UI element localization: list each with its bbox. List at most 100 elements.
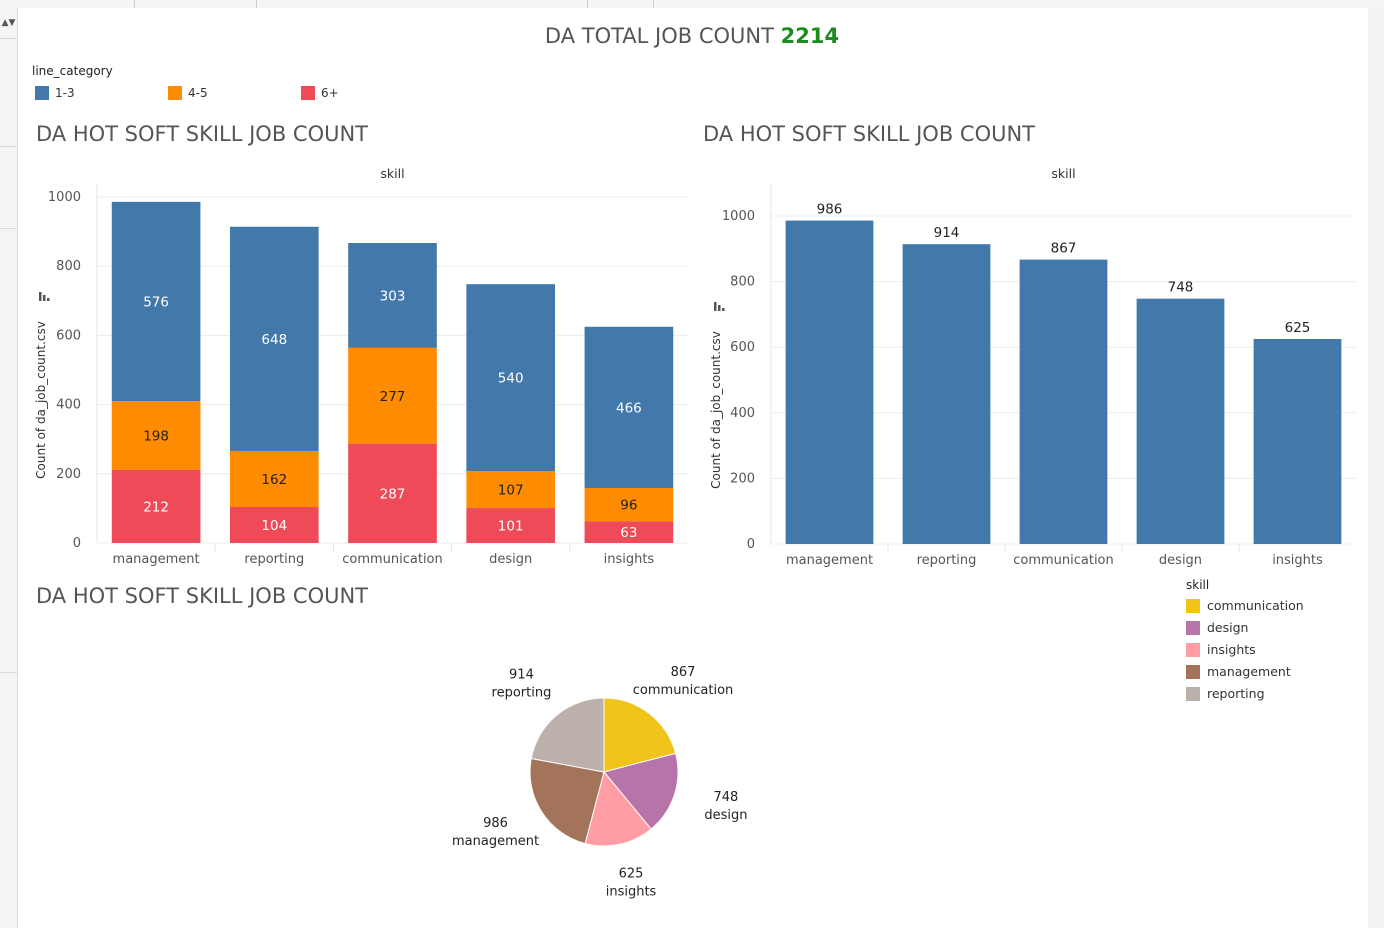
bar-segment (348, 347, 437, 444)
x-tick-label: insights (604, 552, 655, 567)
pie-slice (584, 770, 652, 847)
bar (1019, 259, 1108, 544)
pie-slice (603, 697, 677, 773)
sort-icon-bar (718, 305, 721, 311)
legend-label: management (1207, 664, 1291, 679)
right-gutter (1368, 8, 1384, 928)
bar (1253, 339, 1342, 544)
bar-segment (229, 450, 319, 508)
y-tick-label: 200 (56, 467, 81, 482)
y-tick-label: 400 (730, 406, 755, 421)
bar-segment (584, 326, 674, 488)
legend-label: 1-3 (55, 86, 75, 100)
left-rail: ▲▼ (0, 0, 18, 928)
bar-segment (466, 471, 556, 509)
legend-item-insights[interactable]: insights (1186, 642, 1304, 664)
bar (902, 244, 991, 544)
legend-item-reporting[interactable]: reporting (1186, 686, 1304, 708)
legend-title: line_category (32, 64, 113, 78)
pie-category-label: reporting (492, 685, 552, 700)
column-header-label: skill (1051, 166, 1075, 181)
legend-label: 6+ (321, 86, 339, 100)
tab-divider (134, 0, 135, 8)
bar (785, 220, 874, 545)
tab-divider (653, 0, 654, 8)
bar-segment (584, 521, 674, 543)
legend-swatch (1186, 643, 1200, 657)
x-tick-label: insights (1272, 553, 1323, 568)
pie-slice (530, 697, 605, 773)
bar-segment (111, 469, 201, 543)
y-tick-label: 200 (730, 471, 755, 486)
data-label: 466 (616, 400, 642, 416)
data-label: 277 (380, 389, 406, 405)
legend-swatch (1186, 687, 1200, 701)
y-tick-label: 0 (73, 536, 81, 551)
data-label: 648 (261, 332, 287, 348)
data-label: 212 (143, 499, 169, 515)
sort-icon (39, 292, 50, 301)
pie-chart: 867 communication 748 design 625 insights 986 m… (452, 665, 747, 900)
x-tick-label: design (489, 552, 532, 567)
legend-label: 4-5 (188, 86, 208, 100)
data-label: 625 (1285, 320, 1311, 336)
legend-item-4-5[interactable]: 4-5 (168, 86, 208, 100)
y-tick-label: 400 (56, 398, 81, 413)
bar-segment (584, 487, 674, 522)
bar-chart-title: DA HOT SOFT SKILL JOB COUNT (703, 122, 1036, 146)
legend-item-1-3[interactable]: 1-3 (35, 86, 75, 100)
legend-item-design[interactable]: design (1186, 620, 1304, 642)
data-label: 540 (498, 371, 524, 387)
x-tick-label: reporting (244, 552, 304, 567)
y-tick-label: 1000 (722, 209, 755, 224)
data-label: 96 (620, 498, 637, 514)
data-label: 576 (143, 294, 169, 310)
bar-segment (229, 507, 319, 543)
legend-item-6-plus[interactable]: 6+ (301, 86, 339, 100)
total-job-count: 2214 (780, 24, 840, 48)
pie-category-label: insights (606, 884, 657, 899)
y-tick-label: 0 (747, 537, 755, 552)
pie-category-label: design (704, 808, 747, 823)
y-axis-title: Count of da_job_count.csv (34, 321, 48, 479)
rail-divider (0, 672, 17, 673)
legend-item-management[interactable]: management (1186, 664, 1304, 686)
legend-label: design (1207, 620, 1249, 635)
bar-segment (111, 401, 201, 470)
tab-divider (587, 0, 588, 8)
data-label: 914 (934, 225, 960, 241)
data-label: 867 (1051, 241, 1077, 257)
tab-strip (17, 0, 1384, 8)
data-label: 63 (620, 525, 637, 541)
pie-value-label: 867 (671, 665, 696, 680)
legend-item-communication[interactable]: communication (1186, 598, 1304, 620)
rail-divider (0, 146, 17, 147)
stacked-chart-title: DA HOT SOFT SKILL JOB COUNT (36, 122, 369, 146)
x-tick-label: communication (1013, 553, 1114, 568)
legend-swatch (1186, 599, 1200, 613)
data-label: 748 (1168, 280, 1194, 296)
bar-segment (229, 226, 319, 451)
collapse-toggle-icon[interactable]: ▲▼ (0, 8, 17, 39)
pie-value-label: 625 (619, 866, 644, 881)
pie-slice (603, 752, 679, 830)
legend-title: skill (1186, 578, 1210, 592)
bar (1136, 298, 1225, 544)
pie-chart-title: DA HOT SOFT SKILL JOB COUNT (36, 584, 369, 608)
pie-value-label: 914 (509, 667, 534, 682)
sort-icon-bar (722, 308, 725, 311)
legend-swatch (1186, 621, 1200, 635)
data-label: 101 (498, 519, 524, 535)
sort-icon-bar (47, 298, 50, 301)
pie-value-label: 748 (713, 790, 738, 805)
y-tick-label: 800 (56, 259, 81, 274)
bar-chart: 0 200 400 600 800 1000 skill Count of da_job_co… (709, 166, 1356, 568)
x-tick-label: management (786, 553, 873, 568)
bar-segment (348, 443, 437, 543)
data-label: 107 (498, 483, 524, 499)
data-label: 104 (261, 518, 287, 534)
legend-label: insights (1207, 642, 1256, 657)
sort-icon-bar (714, 302, 717, 311)
pie-slice (529, 757, 605, 845)
legend-swatch (35, 86, 49, 100)
